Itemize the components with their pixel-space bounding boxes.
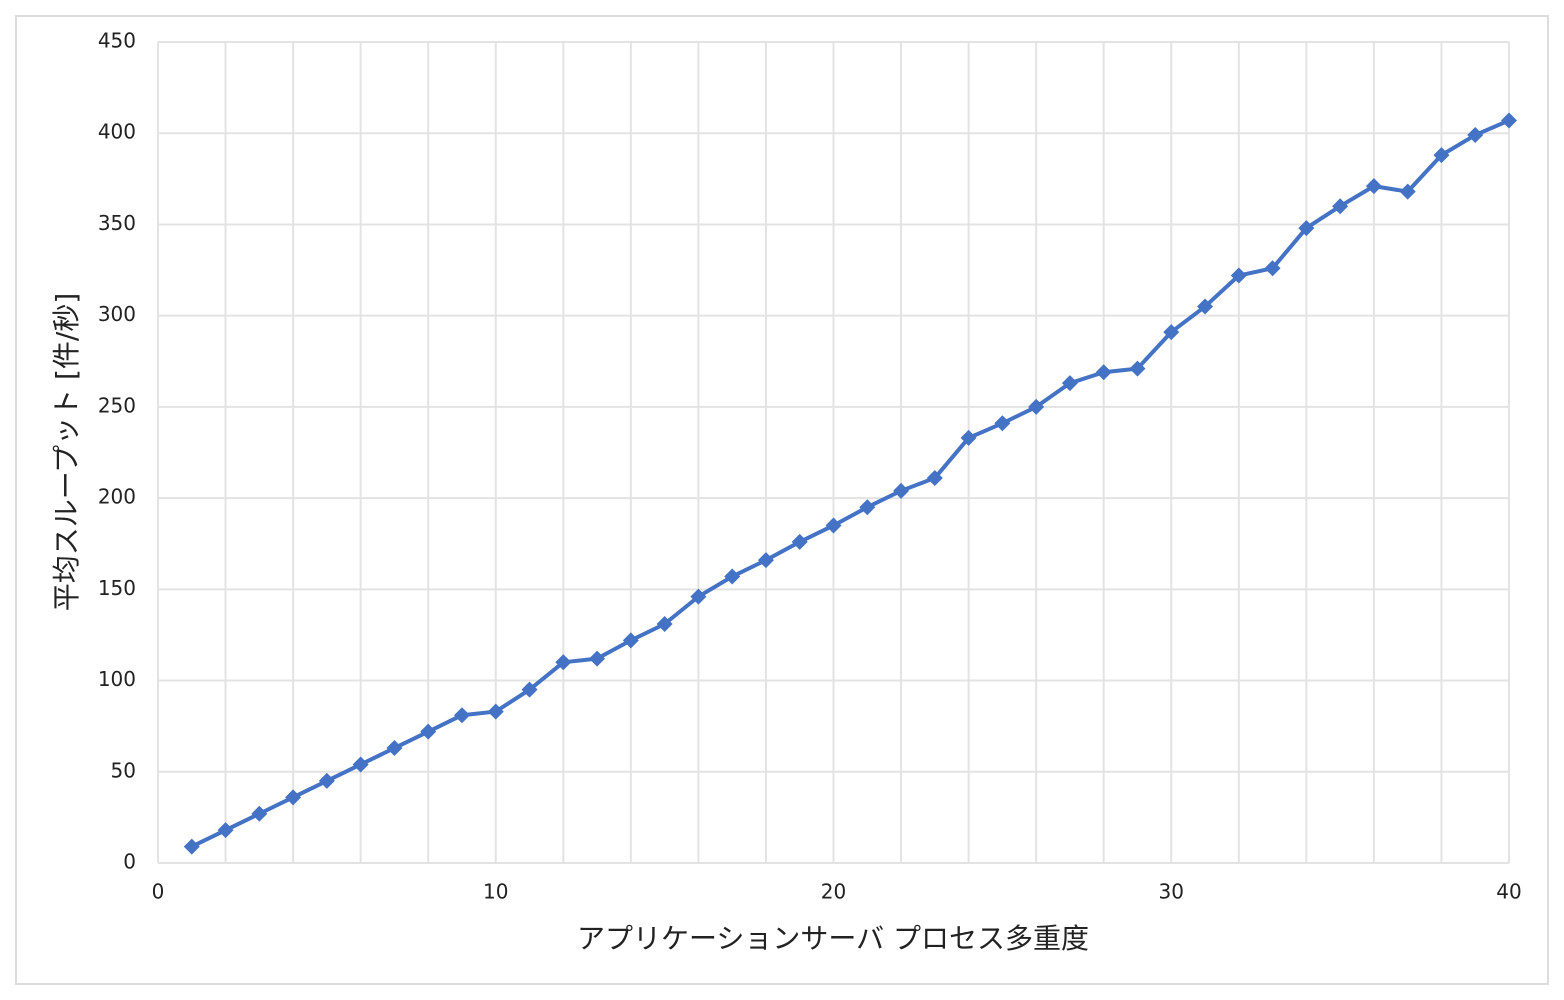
marker bbox=[1129, 360, 1146, 377]
marker bbox=[453, 707, 470, 724]
y-tick-label: 400 bbox=[98, 120, 136, 144]
marker bbox=[217, 822, 234, 839]
marker bbox=[757, 552, 774, 569]
marker bbox=[656, 615, 673, 632]
marker bbox=[690, 588, 707, 605]
y-tick-label: 50 bbox=[111, 758, 136, 782]
marker bbox=[487, 703, 504, 720]
marker bbox=[1501, 112, 1517, 129]
marker bbox=[926, 470, 943, 487]
marker bbox=[893, 482, 910, 499]
marker bbox=[622, 632, 639, 649]
marker bbox=[724, 568, 741, 585]
y-tick-label: 450 bbox=[98, 29, 136, 53]
marker bbox=[521, 681, 538, 698]
marker bbox=[1197, 298, 1214, 315]
y-tick-label: 250 bbox=[98, 393, 136, 417]
x-tick-label: 20 bbox=[821, 880, 846, 904]
marker bbox=[960, 429, 977, 446]
marker bbox=[1095, 364, 1112, 381]
marker bbox=[1028, 398, 1045, 415]
line bbox=[190, 118, 1510, 849]
marker bbox=[420, 723, 437, 740]
y-tick-label: 200 bbox=[98, 485, 136, 509]
y-tick-label: 0 bbox=[123, 850, 136, 874]
x-axis-title: アプリケーションサーバ プロセス多重度 bbox=[577, 922, 1089, 955]
marker bbox=[251, 805, 268, 822]
marker bbox=[1365, 178, 1382, 195]
marker bbox=[555, 654, 572, 671]
marker bbox=[1163, 324, 1180, 341]
marker bbox=[386, 740, 403, 757]
y-tick-label: 350 bbox=[98, 211, 136, 235]
chart-frame bbox=[15, 15, 1549, 985]
marker bbox=[285, 789, 302, 806]
marker bbox=[859, 499, 876, 516]
y-tick-label: 150 bbox=[98, 576, 136, 600]
marker bbox=[183, 838, 200, 855]
marker bbox=[1399, 183, 1416, 200]
y-tick-label: 300 bbox=[98, 302, 136, 326]
x-tick-label: 30 bbox=[1159, 880, 1184, 904]
marker bbox=[994, 415, 1011, 432]
marker bbox=[1467, 127, 1484, 144]
marker bbox=[1332, 198, 1349, 215]
x-tick-label: 0 bbox=[152, 880, 165, 904]
x-tick-label: 40 bbox=[1496, 880, 1521, 904]
marker bbox=[1298, 220, 1315, 237]
marker bbox=[318, 772, 335, 789]
marker bbox=[791, 533, 808, 550]
marker bbox=[352, 756, 369, 773]
marker bbox=[825, 517, 842, 534]
y-tick-label: 100 bbox=[98, 667, 136, 691]
marker bbox=[1264, 260, 1281, 277]
marker bbox=[1230, 267, 1247, 284]
marker bbox=[1061, 375, 1078, 392]
y-axis-title: 平均スループット [件/秒] bbox=[50, 293, 83, 612]
x-tick-label: 10 bbox=[483, 880, 508, 904]
marker bbox=[1433, 147, 1450, 164]
marker bbox=[589, 650, 606, 667]
